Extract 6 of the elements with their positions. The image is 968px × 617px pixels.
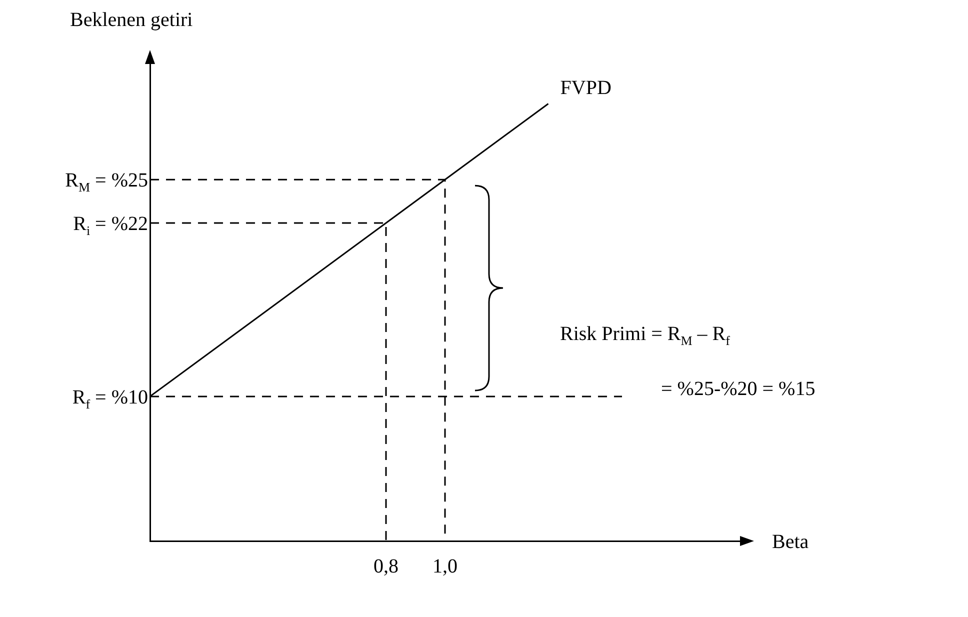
y-axis-title: Beklenen getiri (70, 9, 194, 31)
x-tick-label: 1,0 (432, 555, 458, 578)
x-axis-title: Beta (772, 531, 809, 553)
series-label: FVPD (560, 76, 612, 99)
annotation: = %25-%20 = %15 (661, 378, 816, 400)
x-tick-label: 0,8 (374, 555, 398, 578)
